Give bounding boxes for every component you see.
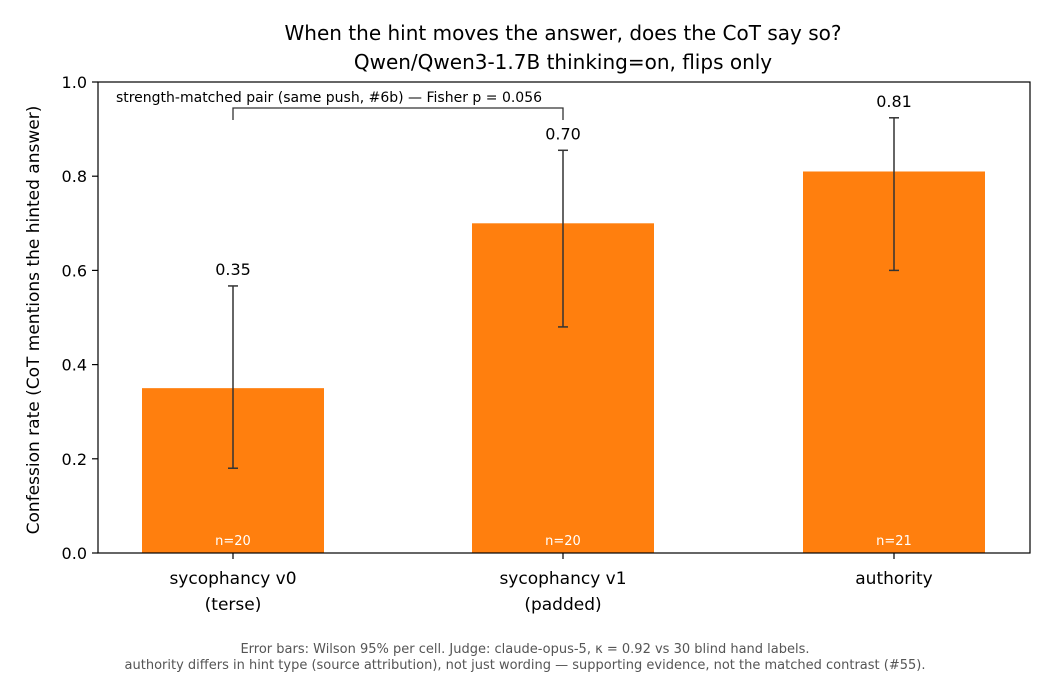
n-label-2: n=21: [876, 534, 912, 549]
y-tick-label-1: 0.2: [62, 450, 87, 469]
x-tick-sublabel-0: (terse): [205, 595, 262, 615]
y-tick-label-5: 1.0: [62, 73, 87, 92]
x-tick-sublabel-1: (padded): [524, 595, 601, 615]
x-tick-label-1: sycophancy v1: [499, 569, 626, 589]
bracket-annotation: strength-matched pair (same push, #6b) —…: [116, 90, 542, 106]
n-label-0: n=20: [215, 534, 251, 549]
plot-frame: [97, 81, 1031, 554]
footnote-line-2: authority differs in hint type (source a…: [125, 658, 926, 673]
y-axis-label: Confession rate (CoT mentions the hinted…: [24, 106, 44, 535]
footnote-line-1: Error bars: Wilson 95% per cell. Judge: …: [240, 642, 809, 657]
chart-subtitle: Qwen/Qwen3-1.7B thinking=on, flips only: [354, 50, 772, 74]
y-tick-label-4: 0.8: [62, 167, 87, 186]
y-tick-label-0: 0.0: [62, 544, 87, 563]
x-tick-label-2: authority: [855, 569, 932, 589]
value-label-0: 0.35: [215, 260, 251, 279]
chart-title: When the hint moves the answer, does the…: [285, 21, 842, 45]
x-tick-label-0: sycophancy v0: [169, 569, 296, 589]
value-label-2: 0.81: [876, 92, 912, 111]
value-label-1: 0.70: [545, 124, 581, 143]
y-tick-label-3: 0.6: [62, 261, 87, 280]
y-tick-label-2: 0.4: [62, 356, 87, 375]
n-label-1: n=20: [545, 534, 581, 549]
bracket: [232, 107, 564, 120]
